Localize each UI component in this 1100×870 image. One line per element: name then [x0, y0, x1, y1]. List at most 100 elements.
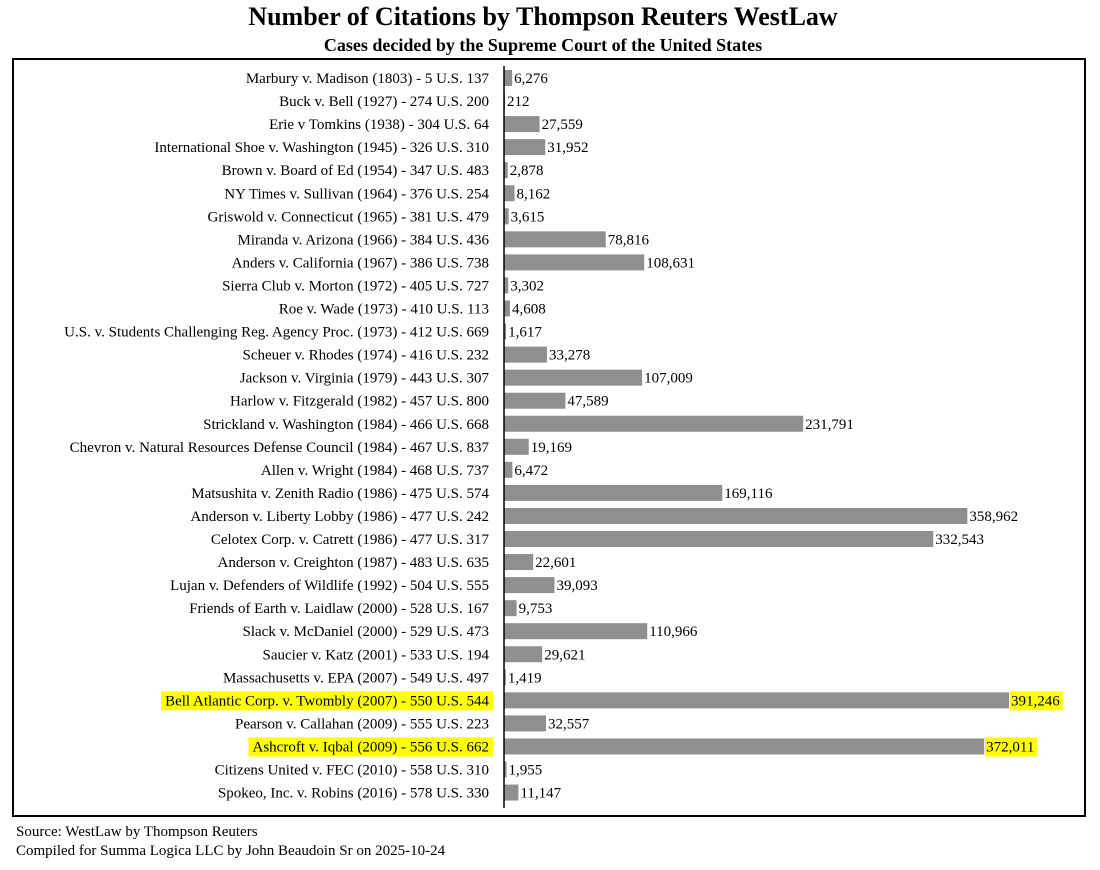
value-highlight	[985, 737, 1038, 757]
category-label: NY Times v. Sullivan (1964) - 376 U.S. 2…	[224, 186, 489, 202]
value-label: 2,878	[510, 163, 544, 179]
value-label: 107,009	[644, 371, 693, 387]
chart-subtitle: Cases decided by the Supreme Court of th…	[323, 35, 763, 55]
category-label: Harlow v. Fitzgerald (1982) - 457 U.S. 8…	[230, 394, 489, 410]
value-label: 358,962	[969, 509, 1018, 525]
category-label: Anders v. California (1967) - 386 U.S. 7…	[232, 255, 489, 271]
value-label: 29,621	[544, 647, 585, 663]
value-label: 19,169	[531, 440, 572, 456]
bar	[504, 600, 517, 617]
category-label: Chevron v. Natural Resources Defense Cou…	[70, 440, 490, 456]
value-label: 372,011	[986, 739, 1034, 755]
category-label: Friends of Earth v. Laidlaw (2000) - 528…	[189, 601, 489, 617]
category-label: Celotex Corp. v. Catrett (1986) - 477 U.…	[211, 532, 490, 548]
compiled-note: Compiled for Summa Logica LLC by John Be…	[16, 843, 446, 859]
value-label: 1,955	[509, 763, 543, 779]
category-label: Brown v. Board of Ed (1954) - 347 U.S. 4…	[222, 163, 489, 179]
value-label: 169,116	[724, 486, 773, 502]
value-label: 39,093	[556, 578, 597, 594]
value-label: 27,559	[542, 117, 583, 133]
category-label: Buck v. Bell (1927) - 274 U.S. 200	[279, 94, 489, 110]
bar	[504, 507, 968, 524]
value-label: 31,952	[547, 140, 588, 156]
value-label: 8,162	[517, 186, 551, 202]
category-label: Lujan v. Defenders of Wildlife (1992) - …	[170, 578, 489, 594]
bar	[504, 277, 509, 294]
category-label: Roe v. Wade (1973) - 410 U.S. 113	[279, 302, 489, 318]
bar	[504, 185, 515, 202]
bar	[504, 438, 529, 455]
bar	[504, 254, 645, 271]
value-label: 47,589	[567, 394, 608, 410]
bar	[504, 646, 543, 663]
category-label: Pearson v. Callahan (2009) - 555 U.S. 22…	[235, 716, 489, 732]
chart-title: Number of Citations by Thompson Reuters …	[248, 2, 838, 31]
value-label: 33,278	[549, 348, 590, 364]
bar	[504, 139, 546, 156]
bar	[504, 208, 509, 225]
category-label: U.S. v. Students Challenging Reg. Agency…	[64, 325, 489, 341]
bar	[504, 369, 643, 386]
value-label: 1,419	[508, 670, 542, 686]
value-label: 4,608	[512, 302, 546, 318]
category-label: Strickland v. Washington (1984) - 466 U.…	[203, 417, 489, 433]
bar	[504, 346, 547, 363]
bar	[504, 461, 513, 478]
category-label: Massachusetts v. EPA (2007) - 549 U.S. 4…	[223, 670, 489, 686]
value-label: 32,557	[548, 716, 590, 732]
category-label: Slack v. McDaniel (2000) - 529 U.S. 473	[243, 624, 490, 640]
category-label: Spokeo, Inc. v. Robins (2016) - 578 U.S.…	[218, 786, 489, 802]
bar	[504, 784, 519, 801]
value-label: 231,791	[805, 417, 854, 433]
bar	[504, 162, 508, 179]
category-label: Anderson v. Liberty Lobby (1986) - 477 U…	[190, 509, 489, 525]
value-label: 11,147	[520, 786, 561, 802]
category-highlight	[248, 737, 493, 757]
value-label: 78,816	[608, 232, 650, 248]
value-label: 391,246	[1011, 693, 1060, 709]
category-label: Allen v. Wright (1984) - 468 U.S. 737	[261, 463, 490, 479]
value-label: 6,276	[514, 71, 548, 87]
bar	[504, 623, 648, 640]
value-label: 3,615	[511, 209, 545, 225]
bar	[504, 554, 534, 571]
category-highlight	[161, 691, 493, 711]
value-label: 110,966	[649, 624, 698, 640]
bar	[504, 116, 540, 133]
category-label: Anderson v. Creighton (1987) - 483 U.S. …	[217, 555, 489, 571]
category-label: Griswold v. Connecticut (1965) - 381 U.S…	[208, 209, 490, 225]
category-label: Miranda v. Arizona (1966) - 384 U.S. 436	[238, 232, 490, 248]
bar	[504, 484, 723, 501]
value-label: 332,543	[935, 532, 984, 548]
category-label: International Shoe v. Washington (1945) …	[154, 140, 489, 156]
category-label: Erie v Tomkins (1938) - 304 U.S. 64	[269, 117, 489, 133]
bar	[504, 761, 507, 778]
value-label: 6,472	[514, 463, 548, 479]
bar	[504, 300, 510, 317]
bar	[504, 323, 507, 340]
category-label: Saucier v. Katz (2001) - 533 U.S. 194	[263, 647, 490, 663]
bar	[504, 392, 566, 409]
source-note: Source: WestLaw by Thompson Reuters	[16, 824, 258, 840]
bar	[504, 577, 555, 594]
category-label: Bell Atlantic Corp. v. Twombly (2007) - …	[165, 693, 489, 709]
bar	[504, 531, 934, 547]
value-label: 3,302	[510, 278, 544, 294]
category-label: Scheuer v. Rhodes (1974) - 416 U.S. 232	[243, 348, 490, 364]
bar	[504, 231, 606, 248]
bar	[504, 669, 506, 686]
value-label: 22,601	[535, 555, 576, 571]
bar	[504, 692, 1009, 709]
category-label: Citizens United v. FEC (2010) - 558 U.S.…	[215, 763, 489, 779]
value-label: 9,753	[519, 601, 553, 617]
bar	[504, 415, 804, 432]
bar	[504, 70, 513, 86]
chart-frame	[12, 58, 1086, 817]
value-highlight	[1010, 691, 1063, 711]
category-label: Ashcroft v. Iqbal (2009) - 556 U.S. 662	[253, 739, 490, 755]
category-label: Jackson v. Virginia (1979) - 443 U.S. 30…	[240, 371, 490, 387]
bar	[504, 738, 985, 755]
category-label: Matsushita v. Zenith Radio (1986) - 475 …	[191, 486, 489, 502]
value-label: 212	[507, 94, 530, 110]
